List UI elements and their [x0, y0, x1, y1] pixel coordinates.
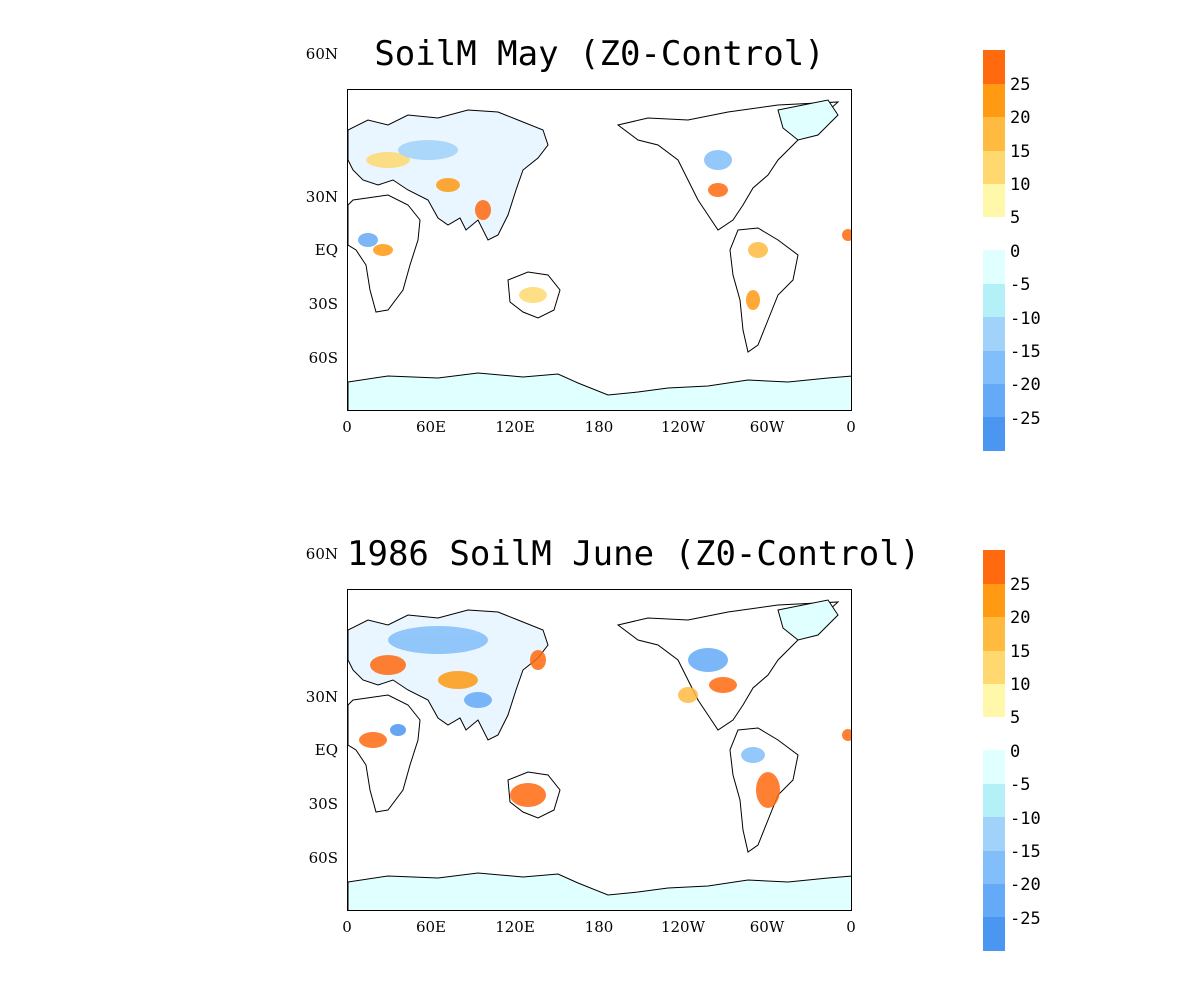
world-map	[347, 89, 852, 411]
north-america	[616, 601, 840, 731]
colorbar-label: 15	[1010, 142, 1031, 162]
panel-june: 1986 SoilM June (Z0-Control)	[0, 500, 1200, 1000]
colorbar-cell	[983, 417, 1005, 451]
colorbar-label: -15	[1010, 842, 1041, 862]
lon-label: 0	[342, 418, 352, 436]
lat-label: 60S	[308, 349, 338, 367]
anomaly-shading	[359, 626, 851, 808]
lat-label: EQ	[314, 241, 338, 259]
colorbar-label: 25	[1010, 575, 1031, 595]
colorbar-label: 0	[1010, 242, 1021, 262]
lat-label: 60N	[305, 545, 338, 563]
colorbar-label: 20	[1010, 608, 1031, 628]
greenland	[777, 599, 839, 641]
africa	[348, 694, 421, 813]
colorbar-label: 0	[1010, 742, 1021, 762]
colorbar-label: -5	[1010, 775, 1031, 795]
colorbar-cell	[983, 50, 1005, 84]
lon-label: 60E	[415, 418, 447, 436]
colorbar-cell	[983, 617, 1005, 651]
colorbar-cell	[983, 651, 1005, 684]
colorbar-cell	[983, 784, 1005, 817]
lon-label: 0	[342, 918, 352, 936]
colorbar-label: 15	[1010, 642, 1031, 662]
colorbar-cell	[983, 851, 1005, 884]
colorbar-label: 20	[1010, 108, 1031, 128]
lon-label: 180	[584, 918, 614, 936]
lat-label: 30S	[308, 795, 338, 813]
colorbar-cell	[983, 884, 1005, 917]
lon-label: 120W	[660, 918, 706, 936]
colorbar-cell	[983, 584, 1005, 617]
colorbar-label: -10	[1010, 309, 1041, 329]
lat-label: 30S	[308, 295, 338, 313]
lat-label: 30N	[305, 688, 338, 706]
colorbar-cell	[983, 817, 1005, 851]
colorbar-cell	[983, 351, 1005, 384]
anomaly-shading	[358, 140, 851, 310]
colorbar-label: -10	[1010, 809, 1041, 829]
lon-label: 180	[584, 418, 614, 436]
colorbar-label: -5	[1010, 275, 1031, 295]
lon-label: 120E	[495, 918, 535, 936]
colorbar-cell	[983, 151, 1005, 184]
soil-moisture-map	[348, 99, 851, 410]
colorbar-cell	[983, 184, 1005, 217]
lon-label: 120W	[660, 418, 706, 436]
lon-label: 60W	[749, 918, 785, 936]
world-map	[347, 589, 852, 911]
colorbar-label: 10	[1010, 675, 1031, 695]
lat-label: 30N	[305, 188, 338, 206]
colorbar-label: -25	[1010, 409, 1041, 429]
colorbar-cell	[983, 917, 1005, 951]
lon-label: 60W	[749, 418, 785, 436]
colorbar-cell	[983, 84, 1005, 117]
colorbar-cell	[983, 284, 1005, 317]
colorbar-cell	[983, 317, 1005, 351]
antarctica	[348, 872, 851, 910]
colorbar-label: -15	[1010, 342, 1041, 362]
lon-label: 0	[846, 918, 856, 936]
lat-label: 60N	[305, 45, 338, 63]
map-title: SoilM May (Z0-Control)	[374, 34, 825, 74]
lon-label: 0	[846, 418, 856, 436]
colorbar-cell	[983, 684, 1005, 717]
lon-label: 60E	[415, 918, 447, 936]
colorbar-label: -25	[1010, 909, 1041, 929]
antarctica	[348, 372, 851, 410]
panel-may: SoilM May (Z0-Control)	[305, 34, 1041, 451]
lat-label: 60S	[308, 849, 338, 867]
colorbar-label: -20	[1010, 875, 1041, 895]
greenland	[777, 99, 839, 141]
colorbar-cell	[983, 384, 1005, 417]
lon-label: 120E	[495, 418, 535, 436]
soil-moisture-map	[348, 599, 851, 910]
south-america	[729, 227, 799, 353]
colorbar-cell	[983, 250, 1005, 284]
colorbar-cell	[983, 550, 1005, 584]
colorbar-label: 10	[1010, 175, 1031, 195]
colorbar-cell	[983, 117, 1005, 151]
colorbar-label: -20	[1010, 375, 1041, 395]
colorbar-label: 25	[1010, 75, 1031, 95]
colorbar-cell	[983, 750, 1005, 784]
colorbar-label: 5	[1010, 708, 1021, 728]
map-title: 1986 SoilM June (Z0-Control)	[347, 534, 921, 574]
colorbar-label: 5	[1010, 208, 1021, 228]
eurasia	[348, 109, 549, 241]
lat-label: EQ	[314, 741, 338, 759]
